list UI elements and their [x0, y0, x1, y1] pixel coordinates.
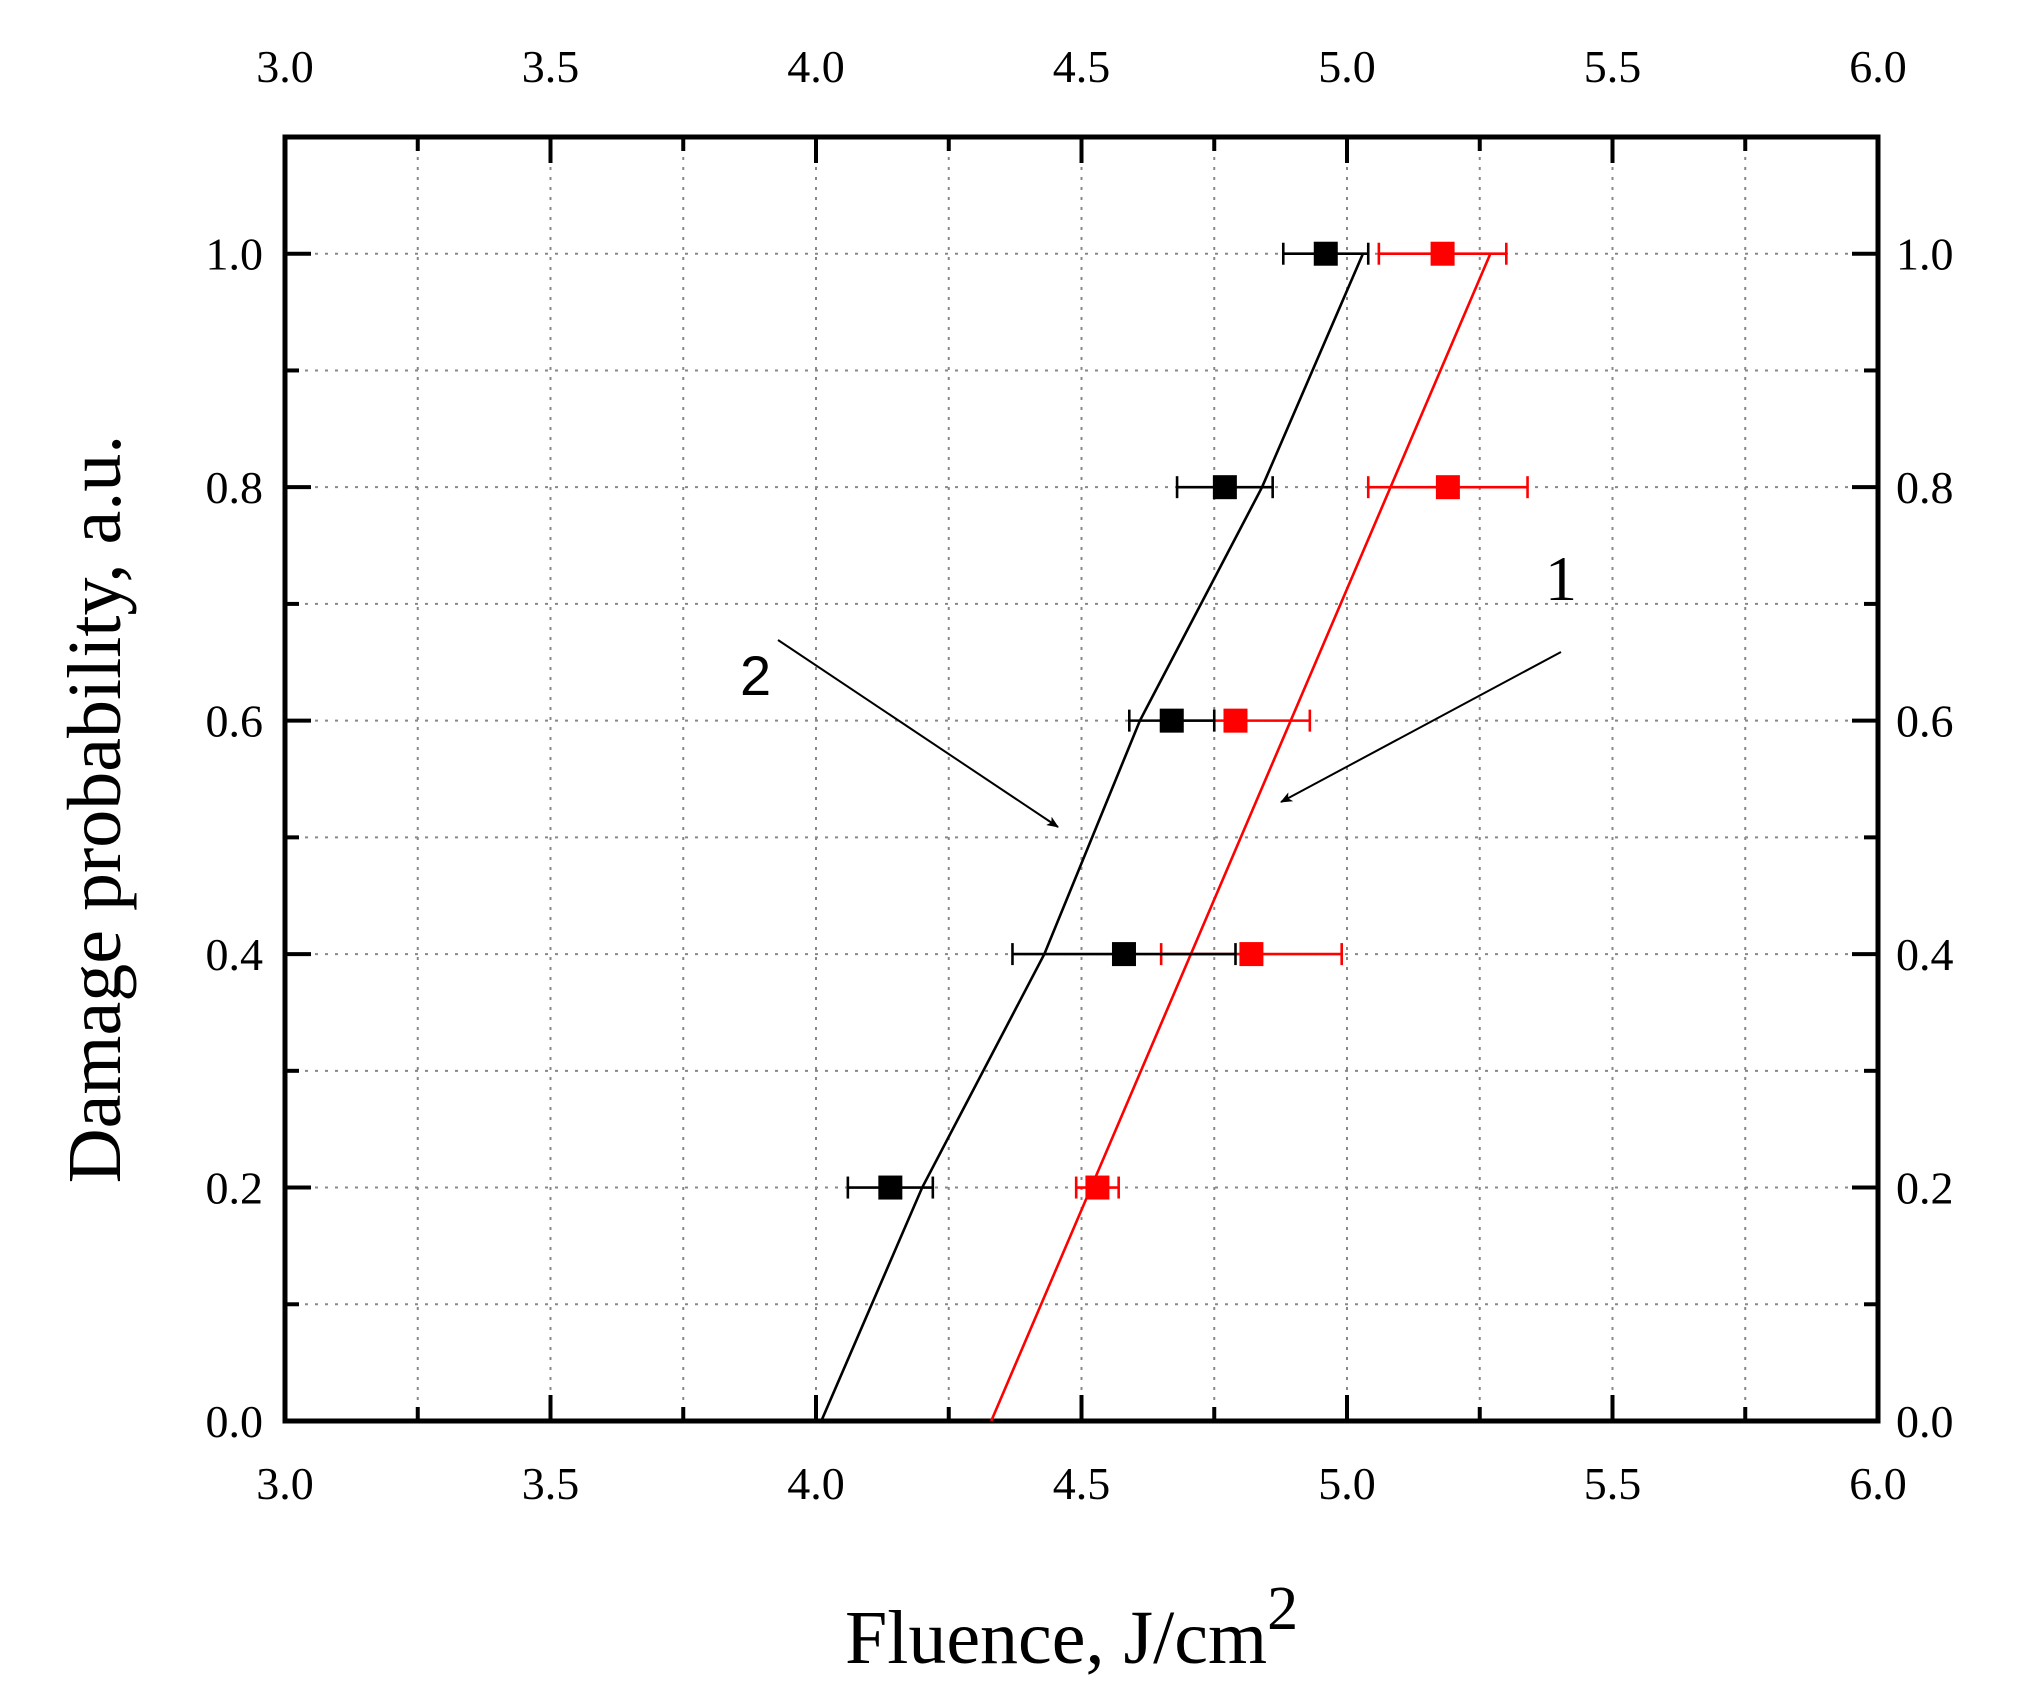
x-tick-label-top: 4.0 — [787, 41, 845, 92]
series-1 — [990, 241, 1529, 1422]
x-tick-label-bottom: 6.0 — [1849, 1458, 1907, 1509]
x-axis-title-superscript: 2 — [1267, 1575, 1298, 1643]
y-tick-label-left: 0.2 — [206, 1163, 264, 1214]
y-tick-label-left: 0.4 — [206, 929, 264, 980]
fit-curve-2 — [820, 253, 1365, 1422]
x-tick-label-bottom: 5.5 — [1584, 1458, 1642, 1509]
y-tick-label-left: 0.8 — [206, 462, 264, 513]
x-tick-labels: 3.0 3.0 3.5 3.5 4.0 4.0 4.5 4.5 5.0 5.0 5.5 5.5 6.0 6… — [256, 41, 1907, 1509]
curve-annotations: 12 — [740, 543, 1577, 828]
series-2 — [820, 241, 1370, 1422]
y-tick-label-right: 0.4 — [1896, 929, 1954, 980]
x-tick-label-bottom: 4.0 — [787, 1458, 845, 1509]
x-tick-label-bottom: 5.0 — [1318, 1458, 1376, 1509]
data-point — [1239, 942, 1264, 967]
x-tick-label-top: 4.5 — [1053, 41, 1111, 92]
data-point — [1313, 241, 1338, 266]
y-tick-label-left: 1.0 — [206, 229, 264, 280]
data-point — [1212, 475, 1237, 500]
y-tick-label-right: 1.0 — [1896, 229, 1954, 280]
y-tick-label-left: 0.6 — [206, 696, 264, 747]
curve-label-1: 1 — [1545, 543, 1577, 614]
y-tick-label-right: 0.8 — [1896, 462, 1954, 513]
x-tick-label-bottom: 3.0 — [256, 1458, 314, 1509]
y-tick-label-right: 0.2 — [1896, 1163, 1954, 1214]
y-tick-label-right: 0.6 — [1896, 696, 1954, 747]
arrow-to-curve-2 — [777, 639, 1059, 828]
x-tick-label-top: 5.0 — [1318, 41, 1376, 92]
y-axis-title: Damage probability, a.u. — [53, 435, 137, 1184]
x-tick-label-bottom: 4.5 — [1053, 1458, 1111, 1509]
y-tick-label-left: 0.0 — [206, 1396, 264, 1447]
data-point — [1111, 942, 1136, 967]
curve-label-2: 2 — [740, 644, 771, 707]
x-tick-label-top: 5.5 — [1584, 41, 1642, 92]
data-point — [1085, 1175, 1110, 1200]
axis-ticks — [283, 135, 1880, 1423]
data-point — [878, 1175, 903, 1200]
x-tick-label-bottom: 3.5 — [522, 1458, 580, 1509]
x-tick-label-top: 6.0 — [1849, 41, 1907, 92]
data-point — [1435, 475, 1460, 500]
data-point — [1159, 708, 1184, 733]
y-tick-labels: 0.0 0.0 0.2 0.2 0.4 0.4 0.6 0.6 0.8 0.8 1.0 1.0 — [206, 229, 1954, 1447]
plot-frame — [282, 134, 1881, 1424]
arrow-to-curve-1 — [1280, 651, 1562, 803]
y-tick-label-right: 0.0 — [1896, 1396, 1954, 1447]
data-point — [1430, 241, 1455, 266]
fit-curve-1 — [990, 253, 1492, 1422]
grid — [285, 137, 1878, 1421]
x-tick-label-top: 3.5 — [522, 41, 580, 92]
data-point — [1223, 708, 1248, 733]
x-axis-title: Fluence, J/cm2 — [845, 1575, 1298, 1680]
x-tick-label-top: 3.0 — [256, 41, 314, 92]
